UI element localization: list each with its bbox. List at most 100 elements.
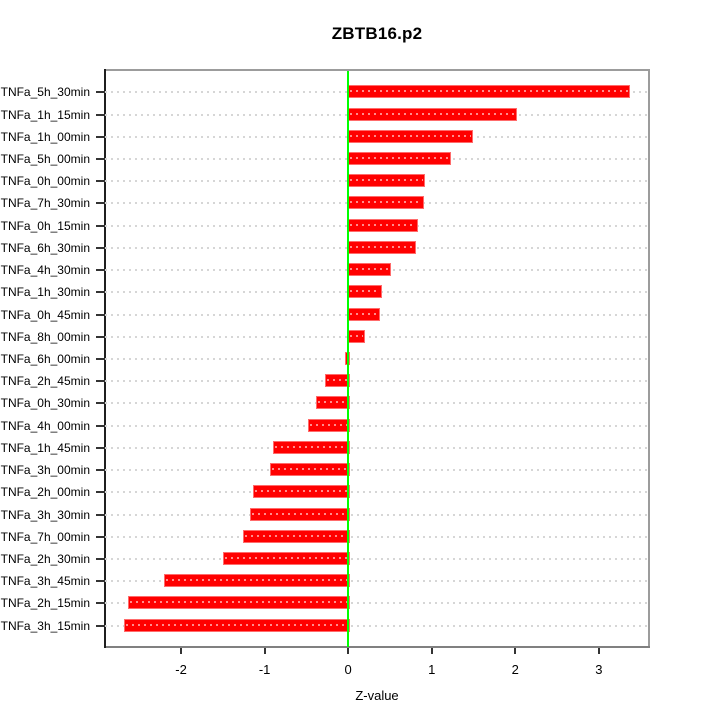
y-axis-label: TNFa_0h_15min <box>0 218 90 233</box>
y-tick <box>96 91 105 94</box>
y-axis-label: TNFa_2h_45min <box>0 374 90 389</box>
y-axis-label: TNFa_1h_00min <box>0 129 90 144</box>
plot-box-bottom-edge <box>104 646 650 648</box>
bar <box>348 240 417 254</box>
bar <box>242 529 351 543</box>
bar <box>270 463 351 477</box>
y-axis-label: TNFa_2h_15min <box>0 596 90 611</box>
y-axis-label: TNFa_3h_15min <box>0 618 90 633</box>
bar <box>348 129 473 143</box>
x-tick-label: 0 <box>344 662 352 677</box>
y-axis-label: TNFa_1h_15min <box>0 107 90 122</box>
gridline <box>105 335 649 338</box>
bar <box>324 374 351 388</box>
y-axis-label: TNFa_6h_30min <box>0 240 90 255</box>
y-tick <box>96 513 105 516</box>
y-tick <box>96 135 105 138</box>
x-tick <box>347 648 350 654</box>
gridline <box>105 513 649 516</box>
x-tick <box>180 648 183 654</box>
plot-box-right-edge <box>648 69 650 648</box>
y-axis-label: TNFa_7h_00min <box>0 529 90 544</box>
bar <box>348 329 366 343</box>
x-tick-label: -2 <box>175 662 187 677</box>
gridline <box>105 558 649 561</box>
y-axis-label: TNFa_7h_30min <box>0 196 90 211</box>
bar <box>250 507 351 521</box>
y-tick <box>96 113 105 116</box>
y-axis-label: TNFa_3h_45min <box>0 574 90 589</box>
bar <box>252 485 351 499</box>
x-tick <box>263 648 266 654</box>
y-tick <box>96 580 105 583</box>
bar <box>124 618 351 632</box>
y-tick <box>96 491 105 494</box>
bar <box>348 174 425 188</box>
x-tick <box>597 648 600 654</box>
gridline <box>105 602 649 605</box>
y-tick <box>96 313 105 316</box>
gridline <box>105 380 649 383</box>
y-axis-label: TNFa_5h_00min <box>0 151 90 166</box>
y-tick <box>96 358 105 360</box>
bar <box>127 596 351 610</box>
gridline <box>105 535 649 538</box>
bar <box>348 107 518 121</box>
bar <box>348 218 418 232</box>
y-tick <box>96 402 105 405</box>
y-axis-label: TNFa_4h_30min <box>0 263 90 278</box>
bar <box>164 574 351 588</box>
y-tick <box>96 380 105 383</box>
y-tick <box>96 269 105 272</box>
bar <box>308 418 351 432</box>
bar <box>348 307 381 321</box>
gridline <box>105 358 649 360</box>
gridline <box>105 469 649 472</box>
y-tick <box>96 157 105 160</box>
y-tick <box>96 202 105 205</box>
zero-reference-line <box>347 71 350 647</box>
y-tick <box>96 469 105 472</box>
bar <box>222 552 351 566</box>
y-axis-label: TNFa_1h_30min <box>0 285 90 300</box>
x-tick-label: 1 <box>428 662 436 677</box>
x-tick <box>430 648 433 654</box>
y-axis-label: TNFa_5h_30min <box>0 85 90 100</box>
x-tick-label: 2 <box>511 662 519 677</box>
y-axis-label: TNFa_2h_00min <box>0 485 90 500</box>
y-tick <box>96 224 105 227</box>
y-axis-label: TNFa_0h_00min <box>0 174 90 189</box>
chart-title: ZBTB16.p2 <box>331 24 423 43</box>
y-tick <box>96 424 105 427</box>
bar <box>348 85 631 99</box>
y-axis-label: TNFa_2h_30min <box>0 552 90 567</box>
y-tick <box>96 291 105 294</box>
gridline <box>105 624 649 627</box>
y-tick <box>96 180 105 183</box>
bar <box>348 151 452 165</box>
bar <box>348 263 392 277</box>
plot-area <box>105 71 649 647</box>
y-tick <box>96 602 105 605</box>
gridline <box>105 446 649 449</box>
y-tick <box>96 446 105 449</box>
y-axis-label: TNFa_8h_00min <box>0 329 90 344</box>
bar <box>315 396 351 410</box>
y-axis-label: TNFa_3h_00min <box>0 463 90 478</box>
x-tick-label: 3 <box>595 662 603 677</box>
gridline <box>105 580 649 583</box>
y-axis-label: TNFa_6h_00min <box>0 352 90 366</box>
y-tick <box>96 558 105 561</box>
y-axis-label: TNFa_1h_45min <box>0 440 90 455</box>
bar <box>348 285 382 299</box>
gridline <box>105 491 649 494</box>
y-tick <box>96 246 105 249</box>
plot-box-top-edge <box>104 69 650 71</box>
x-tick <box>514 648 517 654</box>
y-tick <box>96 335 105 338</box>
y-axis-label: TNFa_4h_00min <box>0 418 90 433</box>
y-tick <box>96 535 105 538</box>
y-axis-label: TNFa_3h_30min <box>0 507 90 522</box>
y-axis-label: TNFa_0h_30min <box>0 396 90 411</box>
